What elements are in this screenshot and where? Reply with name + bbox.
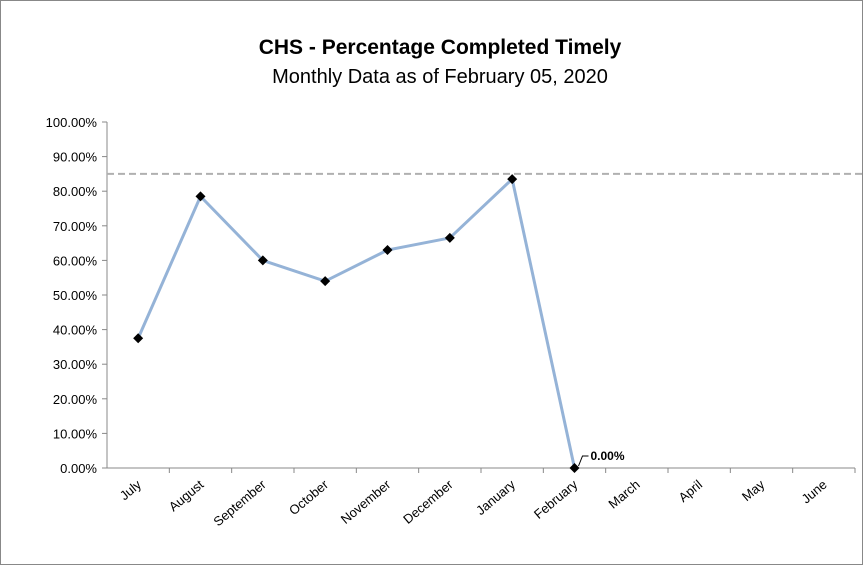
y-tick-label: 100.00% (46, 115, 98, 130)
data-point (444, 232, 455, 243)
y-tick-label: 60.00% (53, 253, 98, 268)
y-tick-label: 70.00% (53, 219, 98, 234)
data-point (507, 174, 518, 185)
y-tick-label: 80.00% (53, 184, 98, 199)
data-point (257, 255, 268, 266)
data-point (195, 191, 206, 202)
y-tick-label: 30.00% (53, 357, 98, 372)
y-tick-label: 50.00% (53, 288, 98, 303)
leader-line (578, 455, 589, 467)
y-tick-label: 40.00% (53, 323, 98, 338)
y-tick-label: 10.00% (53, 426, 98, 441)
data-point (133, 333, 144, 344)
y-tick-label: 90.00% (53, 150, 98, 165)
data-point (382, 245, 393, 256)
chart-title: CHS - Percentage Completed Timely (259, 36, 622, 59)
data-point (320, 276, 331, 287)
data-point (569, 463, 580, 473)
y-tick-label: 0.00% (60, 461, 97, 476)
data-line (136, 176, 576, 469)
chart-subtitle: Monthly Data as of February 05, 2020 (272, 66, 608, 88)
data-label: 0.00% (591, 449, 625, 463)
y-tick-label: 20.00% (53, 392, 98, 407)
